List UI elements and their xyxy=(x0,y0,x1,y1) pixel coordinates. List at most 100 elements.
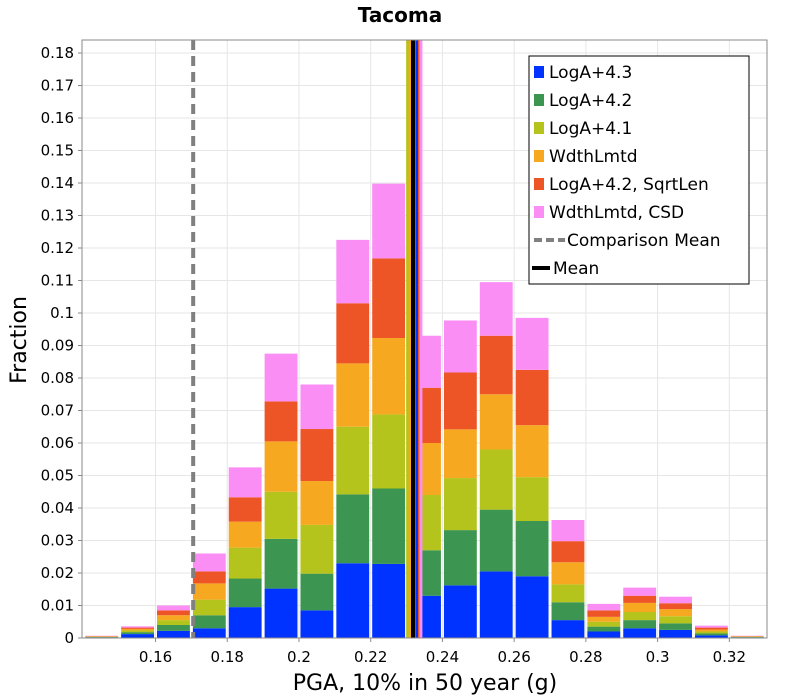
bar-segment xyxy=(694,629,728,632)
bar-segment xyxy=(694,635,728,638)
bar-segment xyxy=(659,616,692,624)
bar-segment xyxy=(551,584,585,603)
mean-lines xyxy=(191,40,423,638)
bar-segment xyxy=(300,524,334,574)
bar-segment xyxy=(515,521,549,577)
bar-segment xyxy=(623,602,657,612)
legend-label: WdthLmtd, CSD xyxy=(549,203,684,223)
bar-segment xyxy=(372,338,406,415)
y-tick-label: 0.13 xyxy=(41,207,74,225)
bar-segment xyxy=(336,563,370,638)
bar-segment xyxy=(623,595,657,603)
bar-segment xyxy=(659,596,692,604)
bar-segment xyxy=(157,605,190,611)
bar-segment xyxy=(443,478,477,531)
bar-segment xyxy=(659,609,692,617)
y-tick-label: 0.17 xyxy=(41,77,74,95)
bar-segment xyxy=(192,615,226,629)
y-tick-label: 0.18 xyxy=(41,44,74,62)
legend-label: WdthLmtd xyxy=(549,147,638,167)
bar-segment xyxy=(228,467,262,498)
bar-segment xyxy=(372,258,406,339)
bar-segment xyxy=(300,610,334,638)
bar-segment xyxy=(659,603,692,610)
bar-segment xyxy=(300,429,334,482)
bar-segment xyxy=(623,612,657,621)
x-tick-label: 0.2 xyxy=(287,648,311,666)
bar-segment xyxy=(587,626,621,632)
bar-segment xyxy=(479,394,513,450)
y-tick-label: 0.07 xyxy=(41,402,74,420)
x-tick-label: 0.16 xyxy=(139,648,172,666)
x-tick-label: 0.18 xyxy=(211,648,244,666)
legend-label: LogA+4.2 xyxy=(549,91,632,111)
bar-segment xyxy=(157,620,190,625)
bar-segment xyxy=(443,372,477,430)
x-tick-label: 0.3 xyxy=(646,648,670,666)
legend-swatch xyxy=(534,206,544,218)
legend-swatch xyxy=(534,94,544,106)
bar-segment xyxy=(336,363,370,427)
bar-segment xyxy=(587,621,621,627)
legend-swatch xyxy=(534,150,544,162)
bar-segment xyxy=(192,599,226,616)
bar-segment xyxy=(336,239,370,304)
y-tick-label: 0.15 xyxy=(41,142,74,160)
bar-segment xyxy=(623,628,657,638)
bar-segment xyxy=(659,629,692,638)
bar-segment xyxy=(264,441,298,492)
bar-segment xyxy=(300,384,334,430)
y-tick-label: 0.03 xyxy=(41,532,74,550)
bar-segment xyxy=(121,628,155,631)
legend-box xyxy=(528,55,750,285)
bar-segment xyxy=(264,538,298,589)
y-tick-label: 0.12 xyxy=(41,239,74,257)
bar-segment xyxy=(264,353,298,402)
bar-segment xyxy=(264,401,298,442)
bar-segment xyxy=(479,335,513,395)
bar-segment xyxy=(336,303,370,364)
bar-segment xyxy=(264,491,298,539)
y-tick-label: 0.04 xyxy=(41,499,74,517)
bar-segment xyxy=(121,630,155,633)
bar-segment xyxy=(228,497,262,522)
x-axis-label: PGA, 10% in 50 year (g) xyxy=(293,671,557,696)
bar-segment xyxy=(157,610,190,616)
y-tick-label: 0.09 xyxy=(41,337,74,355)
y-tick-label: 0.16 xyxy=(41,109,74,127)
x-tick-label: 0.28 xyxy=(569,648,602,666)
bar-segment xyxy=(372,183,406,259)
bar-segment xyxy=(479,509,513,572)
bar-segment xyxy=(228,547,262,579)
bar-segment xyxy=(372,414,406,489)
bar-segment xyxy=(694,625,728,628)
y-axis-label: Fraction xyxy=(7,296,32,384)
bar-segment xyxy=(157,615,190,621)
bar-segment xyxy=(192,583,226,600)
bar-segment xyxy=(551,541,585,563)
bar-segment xyxy=(121,627,155,629)
plot-frame xyxy=(81,39,768,639)
bar-segment xyxy=(300,573,334,611)
x-tick-label: 0.24 xyxy=(426,648,459,666)
y-axis: 0 0.01 0.02 0.03 0.04 0.05 0.06 0.07 0.08 0.09 0.1… xyxy=(41,44,82,647)
bar-segment xyxy=(443,585,477,638)
bar-segment xyxy=(551,562,585,585)
bar-segment xyxy=(192,553,226,572)
bar-segment xyxy=(372,488,406,564)
y-tick-label: 0.05 xyxy=(41,467,74,485)
bar-segment xyxy=(694,627,728,630)
legend: LogA+4.3 LogA+4.2 LogA+4.1 WdthLmtd LogA+4.2… xyxy=(528,55,750,285)
bar-segment xyxy=(694,633,728,636)
legend-swatch xyxy=(534,122,544,134)
chart-title: Tacoma xyxy=(358,3,443,27)
bar-segment xyxy=(300,481,334,525)
y-tick-label: 0.11 xyxy=(41,272,74,290)
y-tick-label: 0.01 xyxy=(41,597,74,615)
bar-segment xyxy=(587,631,621,638)
y-tick-label: 0.08 xyxy=(41,369,74,387)
x-tick-label: 0.22 xyxy=(354,648,387,666)
bar-segment xyxy=(372,563,406,638)
bar-segment xyxy=(623,587,657,596)
